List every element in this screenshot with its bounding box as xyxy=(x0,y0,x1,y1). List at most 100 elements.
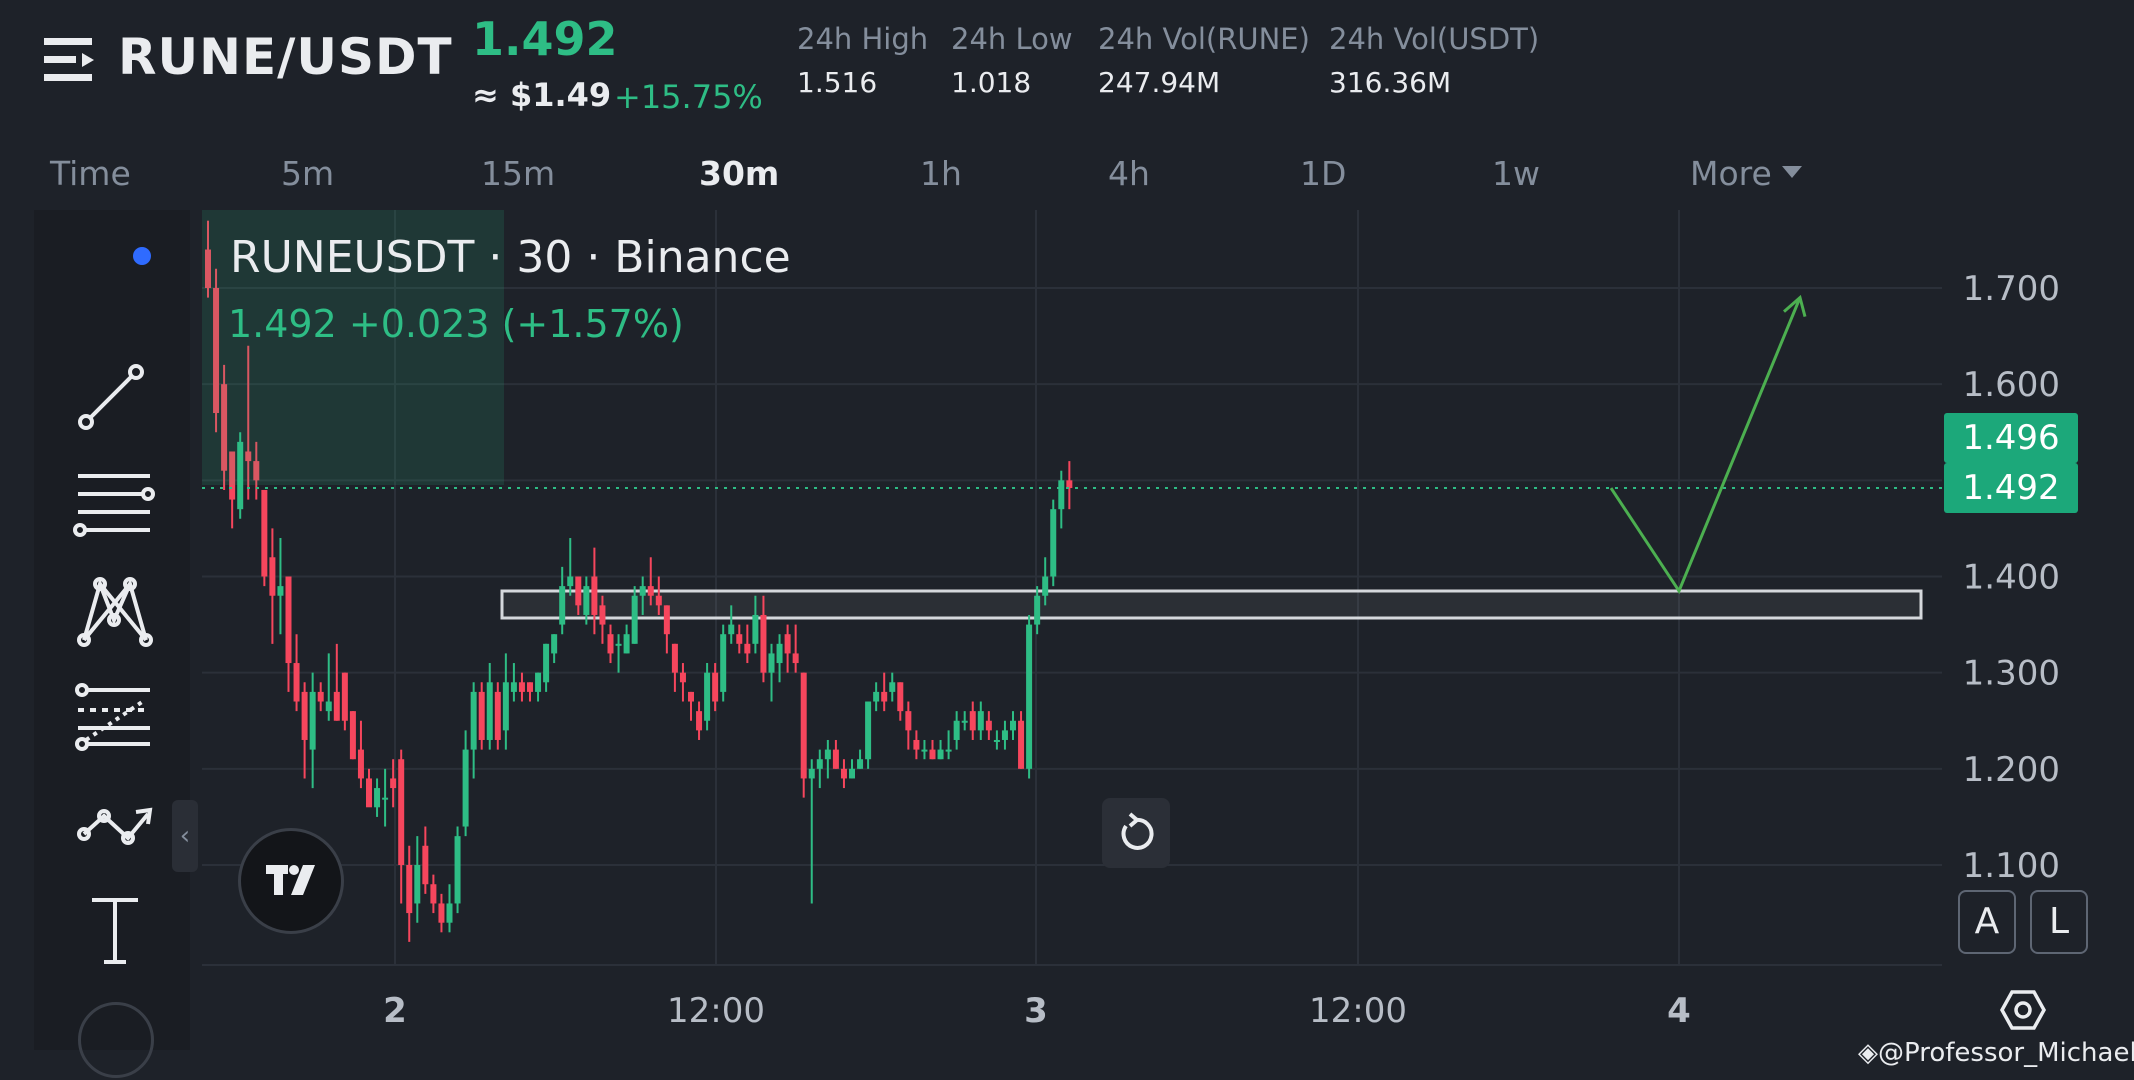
tradingview-logo[interactable] xyxy=(238,828,344,934)
candle-body xyxy=(1001,730,1008,740)
candle-body xyxy=(808,768,815,779)
candle-body xyxy=(1034,595,1041,625)
candle-body xyxy=(486,682,493,740)
price-tick-label: 1.400 xyxy=(1963,558,2060,598)
candle-body xyxy=(518,682,525,692)
candle-body xyxy=(993,739,1000,742)
candle-body xyxy=(1026,624,1033,769)
candle-body xyxy=(752,614,759,644)
candle-body xyxy=(390,778,397,789)
candle-body xyxy=(454,836,461,904)
auto-scale-button[interactable]: A xyxy=(1958,890,2016,954)
candle-body xyxy=(285,576,292,664)
horizontal-lines-icon[interactable] xyxy=(64,458,164,548)
price-tag-upper: 1.496 xyxy=(1944,413,2078,463)
candle-body xyxy=(583,586,590,615)
time-axis: 2 12:00 3 12:00 4 xyxy=(383,991,1691,1031)
change-percent: +15.75% xyxy=(614,78,763,116)
price-tick-label: 1.100 xyxy=(1963,846,2060,886)
interval-more-label: More xyxy=(1690,154,1772,193)
legend-highlight xyxy=(202,210,504,485)
projection-arrow xyxy=(1609,294,1807,595)
candle-body xyxy=(881,691,888,702)
candle-body xyxy=(349,711,356,760)
candle-body xyxy=(929,749,936,760)
interval-15m[interactable]: 15m xyxy=(481,154,556,193)
candle-body xyxy=(559,586,566,625)
text-tool-icon[interactable] xyxy=(64,882,164,972)
fib-retracement-icon[interactable] xyxy=(64,672,164,762)
candle-body xyxy=(502,682,509,731)
candle-body xyxy=(543,643,550,683)
watermark-text: @Professor_Michael xyxy=(1878,1038,2134,1068)
watermark: ◈@Professor_Michael xyxy=(1858,1038,2134,1068)
candle-body xyxy=(849,768,855,779)
interval-time[interactable]: Time xyxy=(50,154,131,193)
interval-1d[interactable]: 1D xyxy=(1300,154,1347,193)
candle-body xyxy=(237,441,244,510)
candle-body xyxy=(253,461,260,481)
candle-body xyxy=(623,634,630,654)
candle-body xyxy=(615,643,622,646)
candle-body xyxy=(1018,720,1025,769)
candle-body xyxy=(438,903,445,923)
candle-body xyxy=(535,672,542,692)
candle-body xyxy=(953,720,960,740)
prediction-icon[interactable] xyxy=(64,776,164,866)
candle-body xyxy=(1042,576,1049,596)
candle-body xyxy=(422,845,429,885)
candle-body xyxy=(905,711,912,731)
candle-body xyxy=(728,624,735,635)
collapse-toolbar-button[interactable]: ‹ xyxy=(172,800,198,872)
candle-body xyxy=(824,749,831,760)
stat-value-24h-high: 1.516 xyxy=(797,66,878,99)
candle-body xyxy=(663,605,670,635)
dot-tool-icon[interactable] xyxy=(64,236,164,276)
reset-chart-button[interactable] xyxy=(1102,798,1170,868)
candle-body xyxy=(969,711,976,731)
interval-more[interactable]: More xyxy=(1690,154,1802,193)
price-tick-label: 1.200 xyxy=(1963,750,2060,790)
candle-body xyxy=(366,778,372,808)
candle-body xyxy=(317,691,324,702)
candle-body xyxy=(655,595,662,606)
candle-body xyxy=(639,586,646,596)
trend-line-icon[interactable] xyxy=(64,350,164,440)
candle-body xyxy=(913,739,920,750)
candle-body xyxy=(800,672,807,779)
candle-body xyxy=(213,288,220,414)
stat-label-24h-high: 24h High xyxy=(797,22,929,56)
more-tools-icon[interactable] xyxy=(78,1002,154,1078)
candle-body xyxy=(671,643,678,673)
candle-body xyxy=(382,797,389,800)
pair-title[interactable]: RUNE/USDT xyxy=(118,28,453,86)
interval-30m[interactable]: 30m xyxy=(699,154,780,193)
candle-body xyxy=(325,701,332,712)
candle-body xyxy=(591,576,598,615)
candle-body xyxy=(792,653,799,664)
interval-4h[interactable]: 4h xyxy=(1108,154,1150,193)
candle-body xyxy=(567,576,574,587)
pattern-icon[interactable] xyxy=(64,562,164,652)
candle-body xyxy=(607,634,614,654)
interval-1w[interactable]: 1w xyxy=(1492,154,1540,193)
candle-body xyxy=(510,682,517,692)
interval-1h[interactable]: 1h xyxy=(920,154,962,193)
candle-body xyxy=(357,749,364,779)
candle-body xyxy=(406,865,413,914)
log-scale-button[interactable]: L xyxy=(2030,890,2088,954)
candle-body xyxy=(470,691,477,750)
candle-body xyxy=(205,249,211,288)
interval-5m[interactable]: 5m xyxy=(281,154,335,193)
candle-body xyxy=(720,634,727,692)
menu-icon[interactable] xyxy=(44,36,96,84)
settings-icon[interactable] xyxy=(1999,988,2047,1032)
candle-body xyxy=(736,634,743,644)
price-tick-label: 1.300 xyxy=(1963,654,2060,694)
caret-down-icon xyxy=(1781,165,1802,178)
candle-body xyxy=(333,691,340,721)
time-tick-label: 3 xyxy=(1024,991,1048,1031)
stat-label-24h-low: 24h Low xyxy=(951,22,1073,56)
interval-bar: Time 5m 15m 30m 1h 4h 1D 1w More xyxy=(0,150,2134,200)
